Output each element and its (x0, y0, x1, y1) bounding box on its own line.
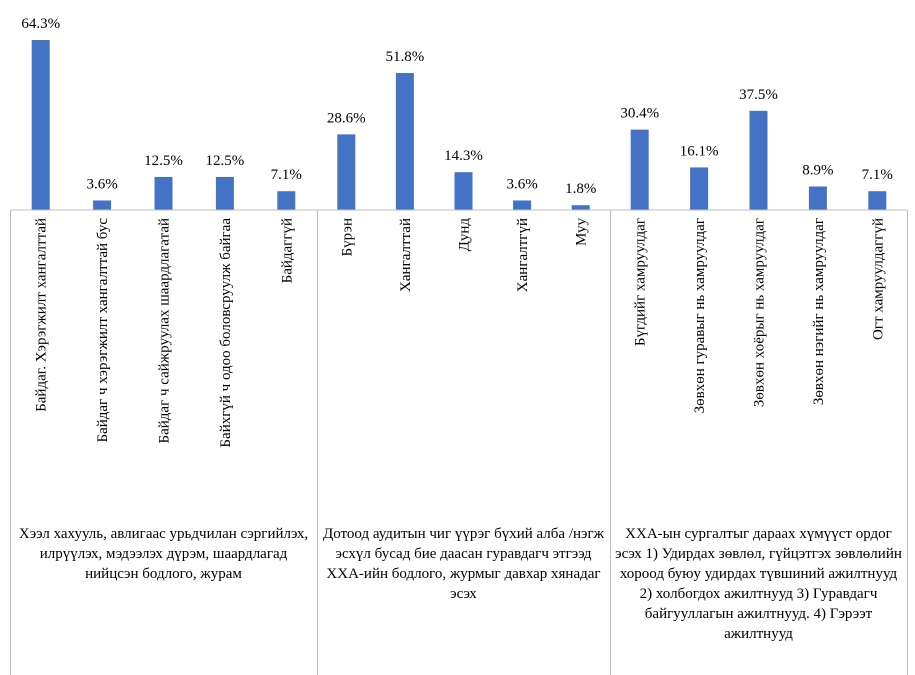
group-label: ХХА-ын сургалтыг дараах хүмүүст ордог эс… (615, 526, 902, 642)
bar (571, 205, 590, 210)
data-label: 1.8% (565, 181, 596, 197)
category-label: Байхгүй ч одоо боловсруулж байгаа (218, 218, 234, 448)
category-label: Байдаг. Хэрэгжилт хангалттай (34, 218, 50, 412)
category-label: Зөвхөн хоёрыг нь хамруулдаг (752, 218, 768, 407)
bar (690, 167, 709, 210)
bar (454, 172, 473, 210)
data-label: 7.1% (271, 167, 302, 183)
group-label: Дотоод аудитын чиг үүрэг бүхий алба /нэг… (323, 526, 604, 602)
bar (749, 110, 768, 210)
bar (93, 200, 112, 210)
data-label: 7.1% (862, 167, 893, 183)
bar (513, 200, 532, 210)
bar (31, 40, 50, 210)
category-label: Дунд (457, 218, 473, 252)
data-label: 3.6% (506, 176, 537, 192)
group-label: Хээл хахууль, авлигаас урьдчилан сэргийл… (18, 526, 309, 582)
bar (337, 134, 356, 210)
data-label: 37.5% (739, 87, 778, 103)
bar (395, 73, 414, 210)
category-label: Огт хамруулдаггүй (870, 218, 886, 340)
category-label: Зөвхөн нэгийг нь хамруулдаг (811, 218, 827, 405)
category-label: Байдаггүй (279, 218, 295, 283)
category-label: Муу (574, 218, 590, 246)
category-labels: Байдаг. Хэрэгжилт хангалттай Байдаг ч хэр… (34, 218, 887, 448)
data-label: 30.4% (620, 106, 659, 122)
bar (154, 176, 173, 210)
bar (215, 176, 234, 210)
data-label: 14.3% (444, 148, 483, 164)
data-label: 3.6% (86, 176, 117, 192)
category-label: Бүрэн (339, 218, 355, 256)
category-label: Бүгдийг хамруулдаг (633, 218, 649, 346)
bar (630, 129, 649, 210)
data-label: 16.1% (680, 143, 719, 159)
category-label: Байдаг ч сайжруулах шаардлагатай (157, 218, 173, 444)
data-label: 12.5% (206, 153, 245, 169)
bar (868, 191, 887, 210)
data-label: 8.9% (802, 162, 833, 178)
bar (277, 191, 296, 210)
data-label: 64.3% (21, 16, 60, 32)
category-label: Зөвхөн гуравыг нь хамруулдаг (692, 218, 708, 413)
data-label: 51.8% (386, 49, 425, 65)
data-label: 28.6% (327, 110, 366, 126)
bars-layer: 64.3% 3.6% 12.5% 12.5% 7.1% 28.6% 51.8% 14.3% 3.… (21, 16, 893, 210)
data-label: 12.5% (144, 153, 183, 169)
bar (808, 186, 827, 210)
category-frame (10, 209, 908, 675)
category-label: Хангалттай (398, 218, 414, 292)
category-label: Хангалтгүй (515, 218, 531, 292)
category-label: Байдаг ч хэрэгжилт хангалттай бус (95, 218, 111, 443)
